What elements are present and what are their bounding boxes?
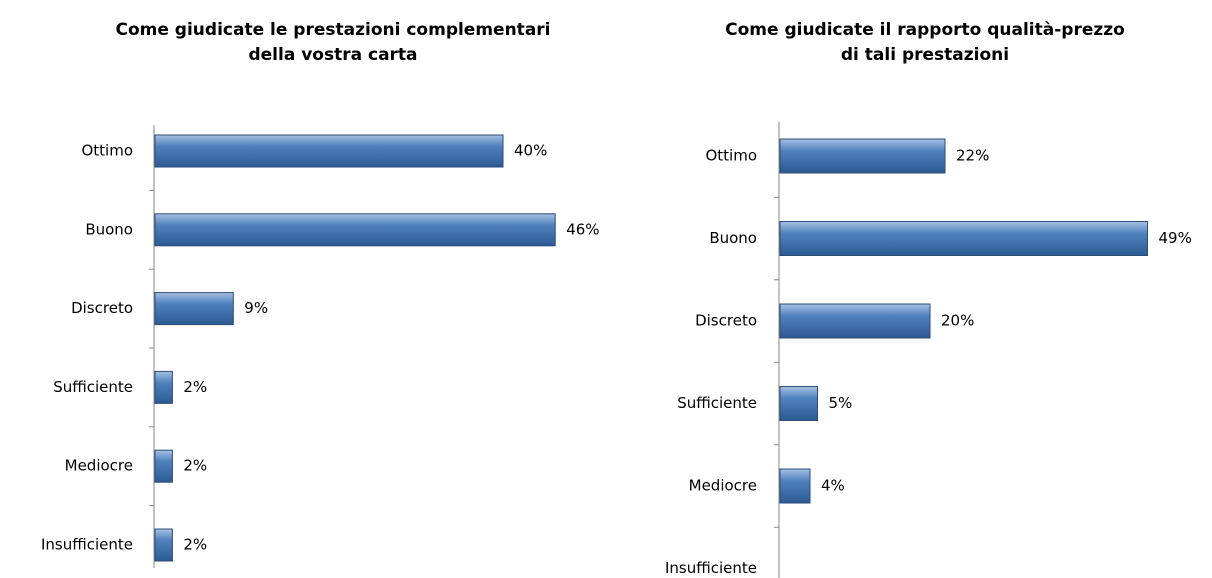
value-label: 46% <box>566 220 599 238</box>
bar <box>779 386 818 421</box>
bar <box>154 292 234 326</box>
category-label: Insufficiente <box>41 536 133 554</box>
chart-title: Come giudicate il rapporto qualità-prezz… <box>725 20 1125 40</box>
chart-title: Come giudicate le prestazioni complement… <box>115 20 550 40</box>
value-label: 49% <box>1159 229 1192 247</box>
category-label: Mediocre <box>689 477 757 495</box>
value-label: 5% <box>829 394 853 412</box>
value-label: 20% <box>941 312 974 330</box>
category-label: Ottimo <box>81 142 133 160</box>
bar <box>779 468 811 504</box>
bar <box>154 449 173 483</box>
category-label: Insufficiente <box>665 559 757 577</box>
bar <box>154 370 173 404</box>
bar <box>779 221 1148 256</box>
bar <box>154 134 504 168</box>
value-label: 40% <box>514 142 547 160</box>
value-label: 4% <box>821 477 845 495</box>
value-label: 22% <box>956 147 989 165</box>
category-label: Ottimo <box>705 147 757 165</box>
category-label: Discreto <box>71 299 133 317</box>
category-label: Buono <box>85 220 133 238</box>
category-label: Discreto <box>695 312 757 330</box>
category-label: Mediocre <box>65 457 133 475</box>
chart-title: di tali prestazioni <box>841 45 1009 65</box>
value-label: 2% <box>183 457 207 475</box>
bar <box>154 213 556 247</box>
value-label: 9% <box>244 299 268 317</box>
bar <box>779 138 946 174</box>
chart-title: della vostra carta <box>248 45 417 65</box>
category-label: Sufficiente <box>53 378 133 396</box>
category-label: Sufficiente <box>677 394 757 412</box>
bar <box>779 303 931 339</box>
category-label: Buono <box>709 229 757 247</box>
value-label: 2% <box>183 536 207 554</box>
bar <box>154 528 173 562</box>
value-label: 2% <box>183 378 207 396</box>
